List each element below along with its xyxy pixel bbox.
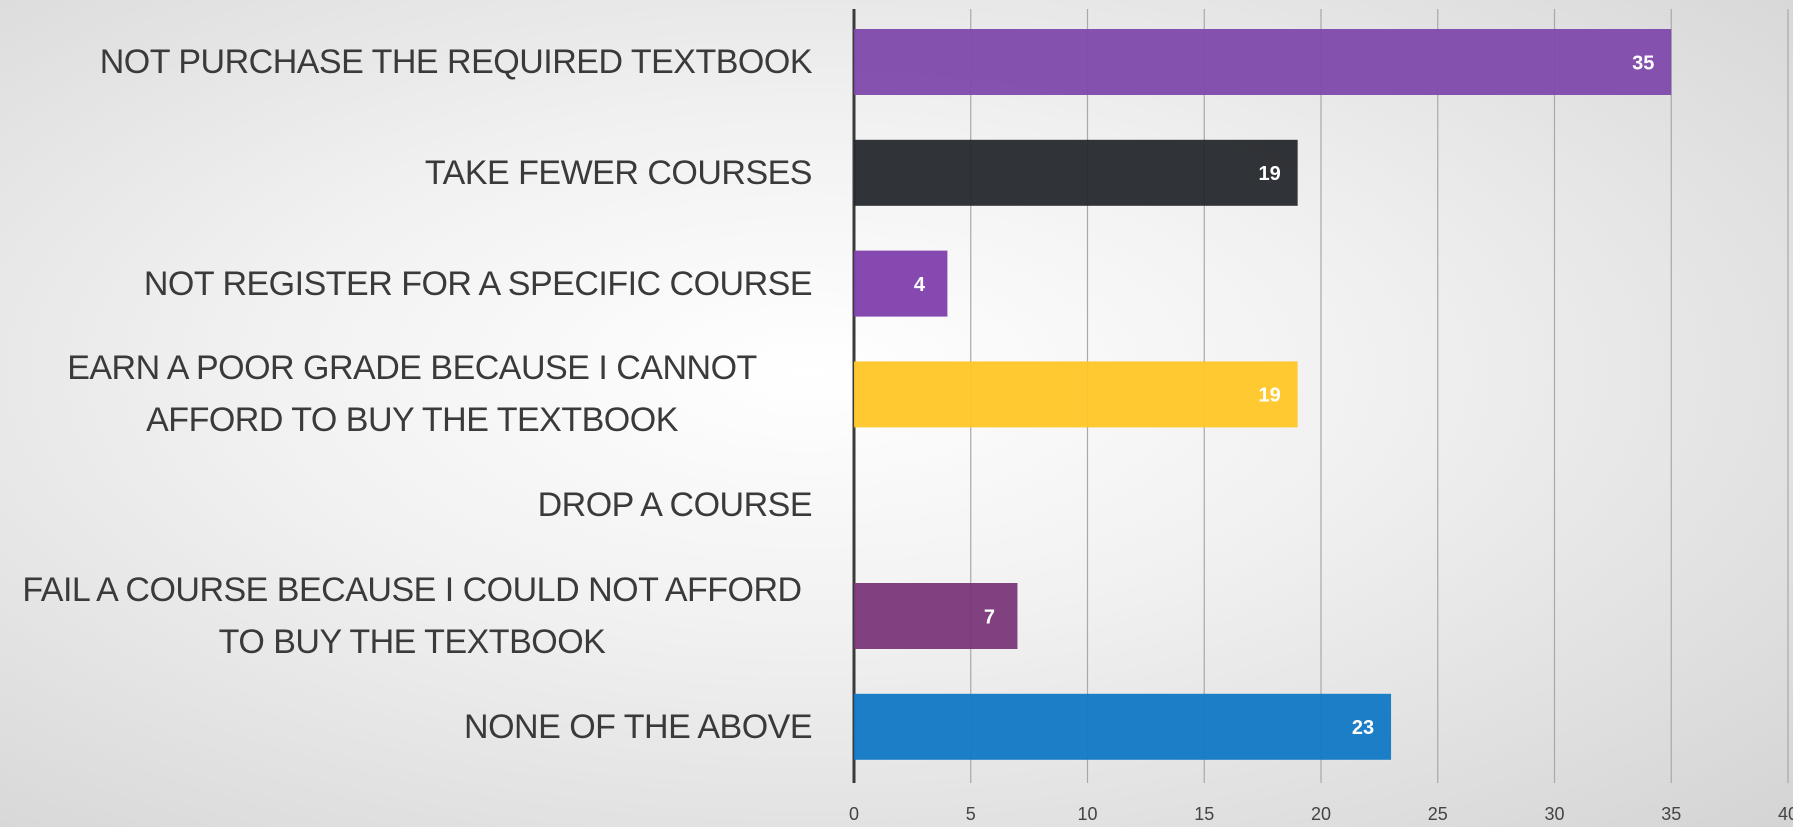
bar (854, 583, 1018, 649)
x-tick-label: 20 (1311, 804, 1331, 824)
bar (854, 29, 1672, 95)
category-label: NONE OF THE ABOVE (12, 701, 812, 753)
data-label: 4 (914, 274, 926, 296)
x-tick-label: 5 (966, 804, 976, 824)
data-label: 19 (1259, 163, 1281, 185)
category-text: NOT REGISTER FOR A SPECIFIC COURSE (143, 264, 813, 303)
category-text: NOT PURCHASE THE REQUIRED TEXTBOOK (99, 43, 813, 81)
data-label: 35 (1632, 52, 1654, 74)
x-tick-label: 25 (1428, 804, 1448, 824)
bar (854, 693, 1392, 760)
category-label: NOT PURCHASE THE REQUIRED TEXTBOOK (12, 36, 813, 88)
data-label: 19 (1259, 385, 1281, 407)
category-label: TAKE FEWER COURSES (12, 147, 813, 199)
category-text: EARN A POOR GRADE BECAUSE I CANNOT AFFOR… (67, 349, 757, 440)
data-label: 23 (1352, 717, 1374, 739)
category-text: DROP A COURSE (537, 486, 813, 525)
x-tick-label: 40 (1778, 804, 1793, 824)
x-tick-label: 30 (1544, 804, 1564, 824)
category-text: NONE OF THE ABOVE (464, 707, 812, 746)
category-label: NOT REGISTER FOR A SPECIFIC COURSE (12, 258, 813, 310)
category-text: FAIL A COURSE BECAUSE I COULD NOT AFFORD… (22, 571, 802, 661)
bar (854, 250, 948, 317)
data-label: 7 (984, 606, 995, 628)
category-label: DROP A COURSE (12, 479, 813, 531)
category-label: FAIL A COURSE BECAUSE I COULD NOT AFFORD… (12, 564, 812, 668)
category-text: TAKE FEWER COURSES (424, 153, 813, 192)
category-label: EARN A POOR GRADE BECAUSE I CANNOT AFFOR… (12, 342, 812, 446)
bar (854, 139, 1298, 206)
x-tick-label: 35 (1661, 804, 1681, 824)
x-tick-label: 15 (1194, 804, 1214, 824)
bar (854, 361, 1298, 428)
x-tick-label: 0 (849, 804, 859, 824)
x-tick-label: 10 (1077, 804, 1097, 824)
